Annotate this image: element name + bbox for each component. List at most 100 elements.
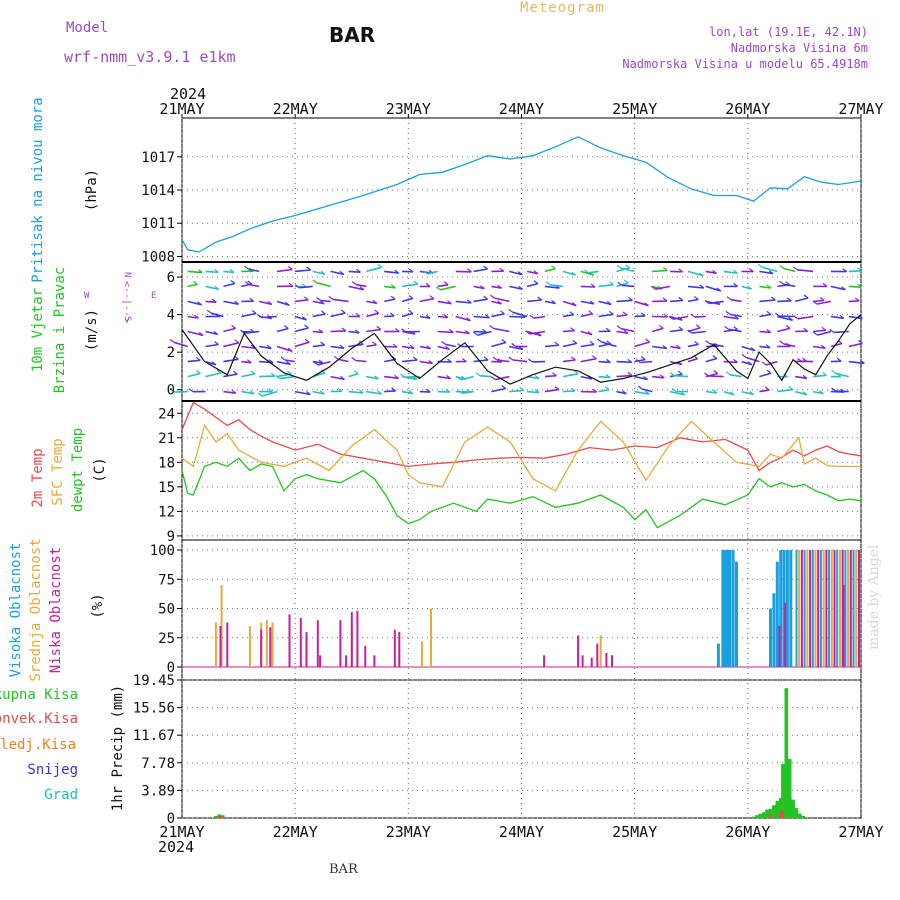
wind-barb-tick (525, 330, 530, 335)
wind-barb (634, 300, 649, 307)
wind-barb (730, 374, 742, 378)
x-tick-label-bottom: 22MAY (273, 823, 318, 841)
wind-barb (455, 300, 472, 304)
cloud-bar-full (844, 550, 847, 667)
wind-barb (616, 267, 630, 273)
precip-bar (751, 816, 756, 818)
temp-line-dewpt (181, 457, 862, 529)
wind-barb-tick (246, 359, 252, 364)
wind-barb-tick (328, 295, 334, 300)
wind-barb-tick (645, 390, 650, 395)
wind-barb (279, 375, 296, 380)
wind-barb-tick (533, 270, 539, 275)
wind-barb (294, 299, 309, 303)
x-tick-label-top: 25MAY (612, 100, 657, 118)
wind-barb (187, 372, 201, 378)
wind-barb-tick (321, 310, 326, 315)
compass-s: S (122, 316, 132, 321)
wind-barb-tick (592, 388, 598, 393)
compass-we: <--|--> (121, 281, 132, 323)
temp-y-tick-label: 15 (158, 480, 175, 496)
wind-barb-tick (650, 285, 656, 290)
wind-barb (601, 341, 617, 348)
wind-barb (187, 283, 198, 288)
wind-barb-tick (244, 281, 250, 286)
wind-barb (330, 330, 346, 333)
wind-barb (338, 358, 349, 363)
model-name: wrf-nmm_v3.9.1 e1km (64, 48, 236, 66)
wind-barb (797, 269, 814, 273)
wind-barbs (169, 263, 865, 397)
wind-barb-tick (320, 270, 326, 275)
wind-barb-tick (766, 310, 772, 315)
wind-barb (765, 360, 778, 366)
temp-label-2m: 2m Temp (30, 448, 46, 507)
wind-barb (241, 373, 255, 378)
pressure-line (181, 136, 862, 253)
wind-barb-tick (285, 360, 291, 365)
x-tick-label-bottom: 24MAY (499, 823, 544, 841)
wind-barb (473, 268, 488, 273)
wind-barb-tick (572, 339, 578, 344)
wind-barb-tick (729, 391, 735, 396)
wind-barb-tick (829, 328, 835, 333)
wind-barb (384, 298, 396, 303)
wind-barb-tick (627, 296, 633, 301)
wind-barb-tick (779, 265, 785, 270)
wind-barb (223, 358, 239, 363)
precip-bar (794, 808, 799, 818)
wind-barb-tick (534, 389, 540, 394)
wind-barb-tick (608, 310, 614, 315)
wind-barb (777, 315, 793, 321)
wind-barb (437, 345, 450, 351)
wind-barb (708, 375, 724, 378)
wind-barb-tick (802, 391, 808, 396)
temp-unit: (C) (92, 457, 108, 482)
cloud-bar (789, 550, 793, 667)
wind-barb-tick (250, 370, 256, 375)
wind-barb-tick (793, 315, 799, 320)
wind-barb-tick (318, 328, 324, 333)
wind-barb-tick (339, 344, 345, 349)
cloud-bar-full (852, 550, 855, 667)
wind-barb (348, 373, 359, 378)
cloud-bar-full (833, 550, 836, 667)
wind-barb-tick (501, 385, 507, 389)
wind-barb (544, 285, 560, 289)
wind-barb (330, 375, 345, 381)
cloud-bar-full (803, 550, 806, 667)
wind-barb (580, 300, 595, 305)
wind-barb (687, 327, 701, 333)
wind-barb (812, 345, 826, 349)
cloud-bar (782, 550, 786, 667)
wind-barb-tick (485, 314, 490, 319)
cloud-bar (843, 585, 845, 667)
wind-barb-tick (813, 331, 818, 336)
wind-barb-tick (705, 340, 710, 345)
wind-barb-tick (257, 314, 263, 318)
wind-barb (401, 390, 413, 395)
wind-barb (759, 270, 774, 275)
precip-label: Grad (44, 787, 78, 803)
wind-barb-tick (446, 375, 451, 379)
cloud-y-tick-label: 75 (158, 572, 175, 588)
cloud-bar-full (811, 550, 814, 667)
cloud-bar (590, 657, 593, 667)
wind-barb (634, 390, 650, 395)
wind-barb-tick (529, 314, 535, 319)
cloud-bar (728, 550, 732, 667)
wind-barb-tick (305, 391, 311, 395)
wind-barb-tick (356, 268, 361, 273)
wind-barb-tick (713, 370, 719, 374)
wind-barb (473, 315, 490, 319)
wind-barb-tick (860, 359, 865, 364)
wind-barb-tick (622, 390, 627, 395)
wind-barb (777, 327, 791, 333)
pressure-y-tick-label: 1014 (141, 183, 175, 199)
wind-barb-tick (609, 281, 614, 286)
cloud-bar (605, 653, 608, 667)
wind-barb-tick (698, 272, 704, 277)
cloud-bar (775, 561, 779, 667)
precip-bar (768, 808, 773, 818)
meteogram-title: Meteogram (520, 0, 605, 16)
